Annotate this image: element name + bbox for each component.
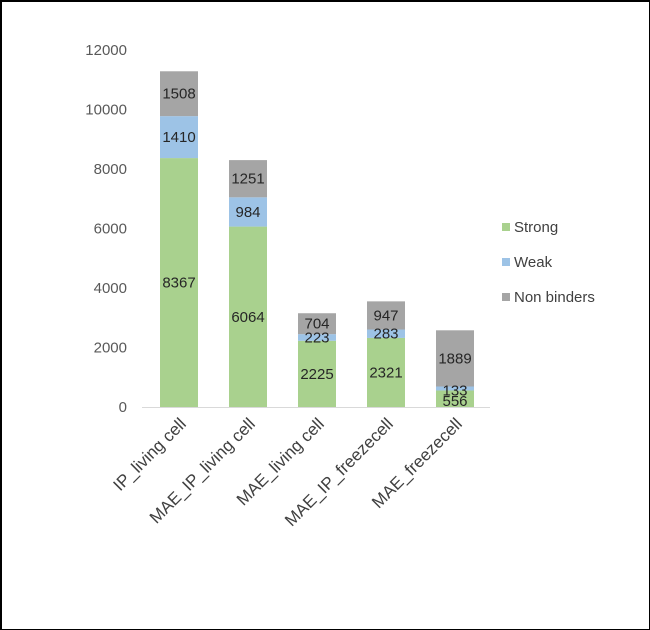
data-label: 556 xyxy=(442,393,467,410)
legend-label: Strong xyxy=(514,219,558,236)
data-label: 133 xyxy=(442,383,467,400)
data-label: 6064 xyxy=(231,309,264,326)
y-tick-label: 0 xyxy=(119,399,127,416)
legend-swatch xyxy=(502,223,510,231)
y-tick-label: 10000 xyxy=(85,102,127,119)
data-label: 223 xyxy=(304,329,329,346)
data-label: 283 xyxy=(373,326,398,343)
bar-segment xyxy=(229,226,267,407)
data-label: 947 xyxy=(373,307,398,324)
bar-segment xyxy=(160,158,198,407)
bar-segment xyxy=(436,386,474,391)
bar-segment xyxy=(298,313,336,335)
legend-label: Weak xyxy=(514,254,553,271)
y-tick-label: 4000 xyxy=(94,280,127,297)
legend: Strong Weak Non binders xyxy=(502,219,595,306)
bar-segment xyxy=(436,390,474,407)
data-label: 704 xyxy=(304,316,329,333)
data-label: 1410 xyxy=(162,129,195,146)
bar-segment xyxy=(298,334,336,341)
data-label: 8367 xyxy=(162,275,195,292)
data-label: 1251 xyxy=(231,171,264,188)
y-tick-label: 12000 xyxy=(85,42,127,59)
y-tick-label: 6000 xyxy=(94,221,127,238)
y-tick-label: 2000 xyxy=(94,340,127,357)
bar-segment xyxy=(436,330,474,387)
legend-label: Non binders xyxy=(514,289,595,306)
bar-segment xyxy=(367,329,405,338)
bar-segment xyxy=(367,337,405,407)
bar-segment xyxy=(160,71,198,117)
bar-segment xyxy=(229,160,267,198)
data-label: 1508 xyxy=(162,86,195,103)
y-axis-ticks: 0 2000 4000 6000 8000 10000 12000 xyxy=(85,42,127,416)
data-label: 2321 xyxy=(369,364,402,381)
bar-segment xyxy=(367,301,405,330)
data-label: 1889 xyxy=(438,350,471,367)
legend-swatch xyxy=(502,293,510,301)
bar-segment xyxy=(229,197,267,227)
legend-swatch xyxy=(502,258,510,266)
data-label: 2225 xyxy=(300,366,333,383)
bar-segment xyxy=(298,340,336,407)
data-label: 984 xyxy=(235,204,260,221)
y-tick-label: 8000 xyxy=(94,161,127,178)
bar-segment xyxy=(160,116,198,159)
